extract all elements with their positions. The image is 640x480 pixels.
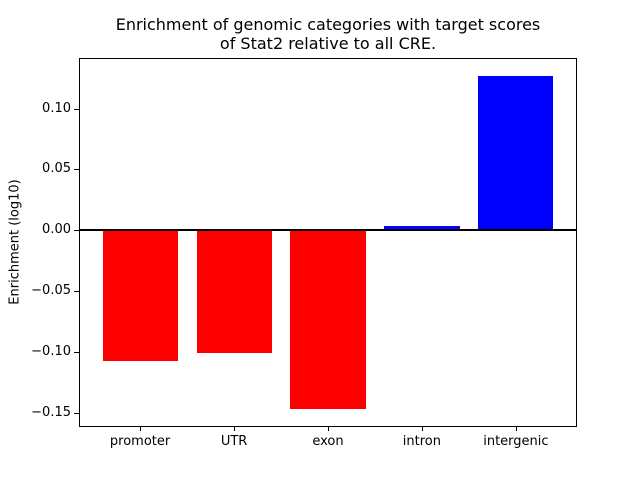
y-tick-label: 0.00 (42, 222, 71, 238)
y-tick-label: −0.10 (31, 344, 71, 360)
bar-UTR (196, 230, 272, 354)
chart-title-line-1: Enrichment of genomic categories with ta… (115, 15, 541, 34)
x-tick-label-promoter: promoter (109, 434, 171, 449)
x-tick-mark (234, 426, 236, 431)
y-tick-mark (74, 108, 79, 110)
y-tick-mark (74, 352, 79, 354)
x-tick-label-UTR: UTR (220, 434, 248, 449)
y-tick-mark (74, 169, 79, 171)
y-tick-label: 0.10 (42, 100, 71, 116)
plot-area: 0.10 0.05 0.00 −0.05 −0.10 −0.15 promoter UTR ex… (31, 58, 577, 449)
bar-intron (384, 225, 460, 231)
x-tick-label-intergenic: intergenic (483, 434, 549, 449)
zero-line (80, 229, 576, 232)
y-tick-mark (74, 230, 79, 232)
bar-promoter (102, 230, 178, 361)
chart-title-line-2: of Stat2 relative to all CRE. (219, 33, 437, 53)
x-tick-label-intron: intron (402, 434, 441, 449)
y-tick-label: 0.05 (42, 161, 71, 177)
x-tick-mark (140, 426, 142, 431)
chart-title: Enrichment of genomic categories with ta… (79, 15, 577, 54)
bar-intergenic (478, 75, 554, 231)
x-tick-mark (328, 426, 329, 431)
y-tick-mark (74, 291, 79, 293)
x-tick-mark (421, 426, 423, 431)
x-tick-mark (515, 426, 517, 431)
y-axis-label: Enrichment (log10) (7, 179, 23, 305)
y-tick-label: −0.15 (31, 405, 71, 420)
x-tick-label-exon: exon (312, 434, 344, 449)
bar-exon (290, 230, 366, 410)
y-tick-mark (74, 413, 79, 414)
y-tick-label: −0.05 (31, 283, 71, 299)
